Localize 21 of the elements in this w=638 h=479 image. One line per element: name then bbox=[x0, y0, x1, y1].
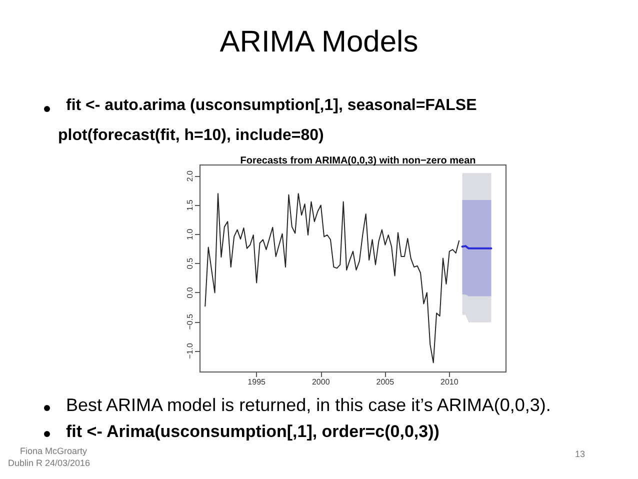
y-tick-label: 0.0 bbox=[186, 286, 194, 298]
x-tick-label: 2000 bbox=[312, 378, 330, 386]
text: Fiona McGroarty bbox=[20, 446, 88, 456]
y-tick-label: −1.0 bbox=[186, 342, 194, 359]
line-series bbox=[204, 193, 460, 364]
x-tick-label: 2005 bbox=[376, 378, 395, 386]
y-tick-label: 1.5 bbox=[186, 199, 194, 211]
y-tick-label: 1.0 bbox=[186, 228, 194, 240]
chart-title: ARIMA Models bbox=[220, 26, 418, 58]
chart-subtitle: Forecasts from ARIMA(0,0,3) with non−zero mean bbox=[240, 156, 476, 166]
y-tick-label: 2.0 bbox=[186, 170, 194, 182]
y-tick-label: 0.5 bbox=[186, 257, 194, 270]
x-tick-label: 1995 bbox=[248, 378, 266, 386]
text: fit <- Arima(usconsumption[,1], order=c(0,0,3)) bbox=[66, 422, 440, 442]
text: Best ARIMA model is returned, in this case it’s ARIMA(0,0,3). bbox=[66, 395, 551, 416]
text: plot(forecast(fit, h=10), include=80) bbox=[58, 127, 324, 145]
text: fit <- auto.arima (usconsumption[,1], seasonal=FALSE bbox=[66, 97, 477, 115]
text: Dublin R 24/03/2016 bbox=[8, 458, 90, 468]
text: 13 bbox=[575, 449, 586, 459]
x-tick-label: 2010 bbox=[440, 378, 459, 386]
y-tick-label: −0.5 bbox=[186, 313, 194, 330]
